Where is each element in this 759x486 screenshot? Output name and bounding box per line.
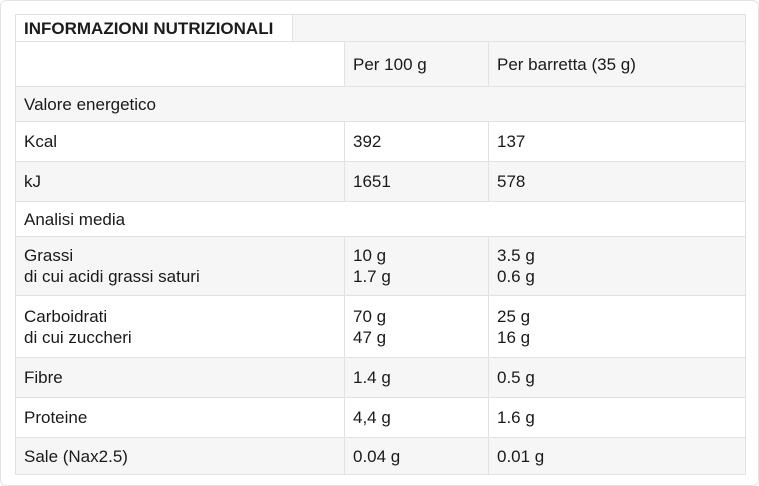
per100-subvalue: 47 g (353, 327, 387, 347)
nutrient-label-cell: Fibre (16, 358, 344, 397)
per100-value: 10 g (353, 246, 387, 265)
column-header-perbar: Per barretta (35 g) (497, 54, 636, 74)
per100-value-cell: 0.04 g (345, 438, 488, 474)
section-analysis-label: Analisi media (24, 209, 126, 229)
perbar-value-cell: 1.6 g (489, 398, 745, 437)
section-energy-cell: Valore energetico (16, 87, 745, 121)
perbar-value: 0.01 g (497, 446, 545, 466)
table-row-kj: kJ 1651 578 (16, 162, 745, 201)
nutrient-label-cell: Carboidrati di cui zuccheri (16, 296, 344, 357)
perbar-value: 0.5 g (497, 368, 535, 387)
nutrient-label-cell: kJ (16, 162, 344, 201)
per100-value: 4,4 g (353, 408, 391, 427)
table-title: INFORMAZIONI NUTRIZIONALI (24, 18, 274, 38)
perbar-value: 137 (497, 132, 526, 151)
per100-value: 1.4 g (353, 368, 391, 387)
table-title-row: INFORMAZIONI NUTRIZIONALI (16, 15, 745, 41)
perbar-subvalue: 16 g (497, 327, 531, 347)
nutrient-label-cell: Sale (Nax2.5) (16, 438, 344, 474)
table-row-proteine: Proteine 4,4 g 1.6 g (16, 398, 745, 437)
nutrient-label-cell: Kcal (16, 122, 344, 161)
table-row-kcal: Kcal 392 137 (16, 122, 745, 161)
nutrient-sublabel: di cui acidi grassi saturi (24, 267, 200, 286)
perbar-value: 3.5 g (497, 246, 535, 265)
per100-value-cell: 1651 (345, 162, 488, 201)
nutrient-label: Fibre (24, 368, 63, 387)
column-header-empty-cell (16, 42, 344, 86)
nutrient-label: Sale (Nax2.5) (24, 446, 128, 466)
section-energy-label: Valore energetico (24, 94, 156, 114)
nutrient-sublabel: di cui zuccheri (24, 327, 132, 347)
perbar-value: 1.6 g (497, 408, 535, 427)
per100-value-cell: 1.4 g (345, 358, 488, 397)
nutrient-label: Grassi (24, 246, 74, 265)
perbar-value-cell: 137 (489, 122, 745, 161)
table-title-cell: INFORMAZIONI NUTRIZIONALI (16, 15, 292, 41)
perbar-subvalue: 0.6 g (497, 267, 535, 286)
perbar-value-cell: 0.01 g (489, 438, 745, 474)
perbar-value-cell: 578 (489, 162, 745, 201)
section-row-analysis: Analisi media (16, 202, 745, 236)
nutrient-label-cell: Proteine (16, 398, 344, 437)
column-header-per100-cell: Per 100 g (345, 42, 488, 86)
per100-value: 0.04 g (353, 446, 401, 466)
per100-value: 1651 (353, 172, 391, 191)
section-analysis-cell: Analisi media (16, 202, 745, 236)
nutrient-label: Kcal (24, 132, 58, 151)
perbar-value-cell: 25 g 16 g (489, 296, 745, 357)
nutrient-label: Carboidrati (24, 306, 108, 326)
nutrient-label-cell: Grassi di cui acidi grassi saturi (16, 237, 344, 295)
perbar-value: 25 g (497, 306, 531, 326)
column-header-perbar-cell: Per barretta (35 g) (489, 42, 745, 86)
nutrition-table: INFORMAZIONI NUTRIZIONALI Per 100 g Per … (15, 14, 746, 475)
table-row-sale: Sale (Nax2.5) 0.04 g 0.01 g (16, 438, 745, 474)
table-row-grassi: Grassi di cui acidi grassi saturi 10 g 1… (16, 237, 745, 295)
section-row-energy: Valore energetico (16, 87, 745, 121)
perbar-value: 578 (497, 172, 526, 191)
nutrient-label: Proteine (24, 408, 88, 427)
column-header-per100: Per 100 g (353, 54, 427, 74)
per100-value-cell: 70 g 47 g (345, 296, 488, 357)
perbar-value-cell: 0.5 g (489, 358, 745, 397)
table-title-filler-cell (293, 15, 745, 41)
column-header-row: Per 100 g Per barretta (35 g) (16, 42, 745, 86)
perbar-value-cell: 3.5 g 0.6 g (489, 237, 745, 295)
table-row-carboidrati: Carboidrati di cui zuccheri 70 g 47 g 25… (16, 296, 745, 357)
per100-value-cell: 10 g 1.7 g (345, 237, 488, 295)
per100-value-cell: 392 (345, 122, 488, 161)
per100-value: 70 g (353, 306, 387, 326)
table-row-fibre: Fibre 1.4 g 0.5 g (16, 358, 745, 397)
nutrient-label: kJ (24, 172, 41, 191)
per100-value: 392 (353, 132, 382, 151)
per100-value-cell: 4,4 g (345, 398, 488, 437)
per100-subvalue: 1.7 g (353, 267, 391, 286)
